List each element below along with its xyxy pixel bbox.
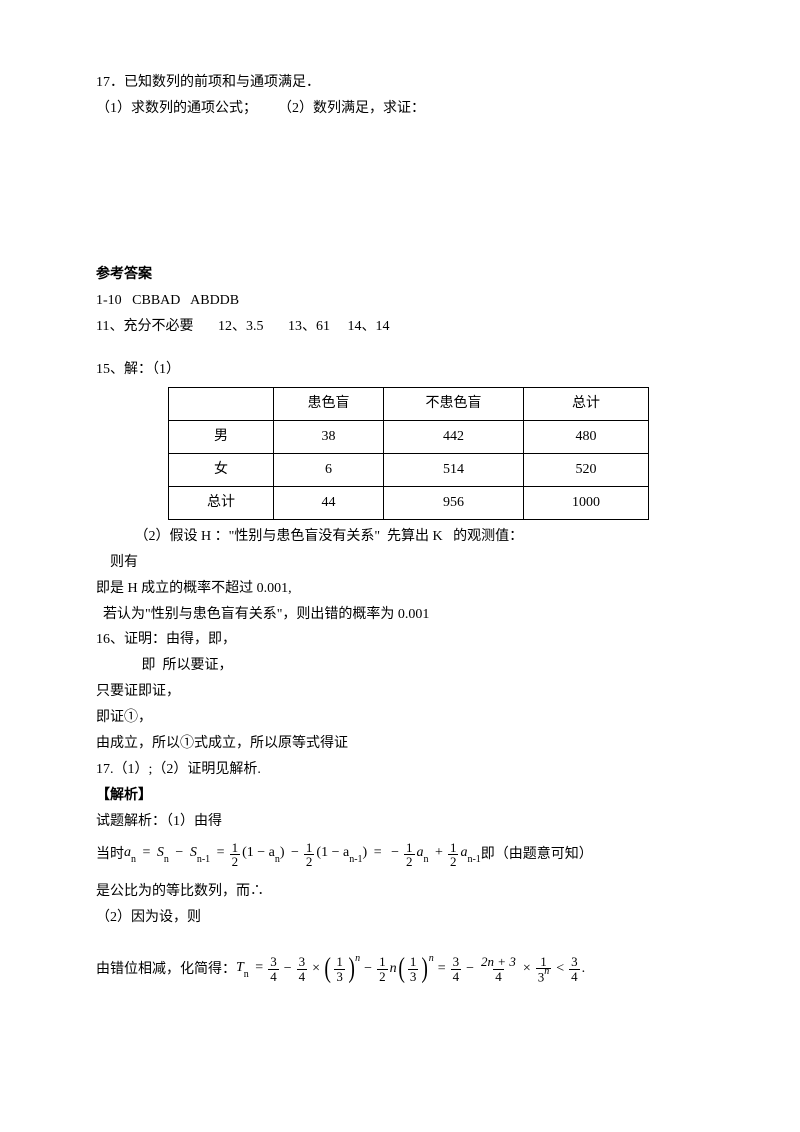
spacer (96, 931, 704, 949)
frac-1-3n: 1 3n (536, 955, 552, 985)
cell: 1000 (524, 487, 649, 520)
jiexi-a: 试题解析：（1）由得 (96, 809, 704, 835)
frac-3-4: 34 (451, 955, 462, 983)
paren-close: ) (363, 845, 368, 860)
spacer (96, 122, 704, 262)
frac-half: 12 (404, 841, 415, 869)
var-a: a (124, 845, 131, 860)
sub-n: n (244, 969, 249, 980)
q17-sub: （1）求数列的通项公式； （2）数列满足，求证： (96, 96, 704, 122)
paren-close: ) (280, 845, 285, 860)
q16-c: 只要证即证， (96, 679, 704, 705)
paren-open: (1 − a (316, 845, 349, 860)
th-blank (169, 388, 274, 421)
ans-1-10: 1-10 CBBAD ABDDB (96, 288, 704, 314)
frac-half: 12 (304, 841, 315, 869)
var-T: T (236, 960, 244, 975)
table-row: 总计 44 956 1000 (169, 487, 649, 520)
colorblind-table: 患色盲 不患色盲 总计 男 38 442 480 女 6 514 520 总计 … (168, 387, 649, 520)
q15-p2a: （2）假设 H ："性别与患色盲没有关系" 先算出 K 的观测值： (96, 524, 704, 550)
frac-3-4: 34 (268, 955, 279, 983)
exp-n: n (429, 954, 434, 964)
cell: 956 (384, 487, 524, 520)
cell: 男 (169, 421, 274, 454)
sub-n-1: n-1 (197, 854, 210, 865)
th-has: 患色盲 (274, 388, 384, 421)
period: . (582, 962, 586, 976)
table-row: 女 6 514 520 (169, 454, 649, 487)
exp-n: n (355, 954, 360, 964)
cell: 480 (524, 421, 649, 454)
table-header-row: 患色盲 不患色盲 总计 (169, 388, 649, 421)
f1-prefix: 当时 (96, 842, 124, 868)
q15-header: 15、解：（1） (96, 357, 704, 383)
paren-open: (1 − a (242, 845, 275, 860)
sub-n: n (164, 854, 169, 865)
cell: 44 (274, 487, 384, 520)
var-a: a (417, 845, 424, 860)
table-row: 男 38 442 480 (169, 421, 649, 454)
frac-half: 12 (230, 841, 241, 869)
paren-1-3: ( 13 ) (323, 955, 356, 983)
sub-n-1: n-1 (349, 854, 362, 865)
th-total: 总计 (524, 388, 649, 421)
sub-n-1: n-1 (467, 854, 480, 865)
q15-p2c: 即是 H 成立的概率不超过 0.001, (96, 576, 704, 602)
paren-1-3: ( 13 ) (397, 955, 430, 983)
spacer (96, 339, 704, 357)
frac-3-4: 34 (297, 955, 308, 983)
q16-d: 即证①， (96, 705, 704, 731)
q17-title: 17．已知数列的前项和与通项满足． (96, 70, 704, 96)
var-S: S (190, 845, 197, 860)
q16-e: 由成立，所以①式成立，所以原等式得证 (96, 731, 704, 757)
q17-a: 17.（1）;（2）证明见解析. (96, 757, 704, 783)
q15-p2b: 则有 (96, 550, 704, 576)
ans-11-14: 11、充分不必要 12、3.5 13、61 14、14 (96, 314, 704, 340)
q15-p2d: 若认为"性别与患色盲有关系"，则出错的概率为 0.001 (96, 602, 704, 628)
var-n: n (390, 961, 397, 976)
var-S: S (157, 845, 164, 860)
f1-suffix: 即（由题意可知） (481, 842, 593, 868)
cell: 总计 (169, 487, 274, 520)
cell: 38 (274, 421, 384, 454)
jiexi-header: 【解析】 (96, 783, 704, 809)
answers-header: 参考答案 (96, 262, 704, 288)
line-gongbi: 是公比为的等比数列，而∴ (96, 879, 704, 905)
formula-1: 当时 an = Sn − Sn-1 = 12 (1 − an) − 12 (1 … (96, 841, 704, 869)
cell: 442 (384, 421, 524, 454)
cell: 514 (384, 454, 524, 487)
frac-2n3-4: 2n + 34 (479, 955, 518, 983)
sub-n: n (131, 854, 136, 865)
th-nohas: 不患色盲 (384, 388, 524, 421)
formula-2: 由错位相减，化简得： Tn = 34 − 34 × ( 13 ) n − 12 … (96, 955, 704, 985)
f2-prefix: 由错位相减，化简得： (96, 957, 236, 983)
sub-n: n (424, 854, 429, 865)
line-2: （2）因为设，则 (96, 905, 704, 931)
q16-a: 16、证明：由得，即， (96, 627, 704, 653)
frac-half: 12 (448, 841, 459, 869)
sub-n: n (275, 854, 280, 865)
cell: 520 (524, 454, 649, 487)
cell: 女 (169, 454, 274, 487)
frac-3-4: 34 (569, 955, 580, 983)
q16-b: 即 所以要证， (96, 653, 704, 679)
frac-1-2: 12 (377, 955, 388, 983)
cell: 6 (274, 454, 384, 487)
